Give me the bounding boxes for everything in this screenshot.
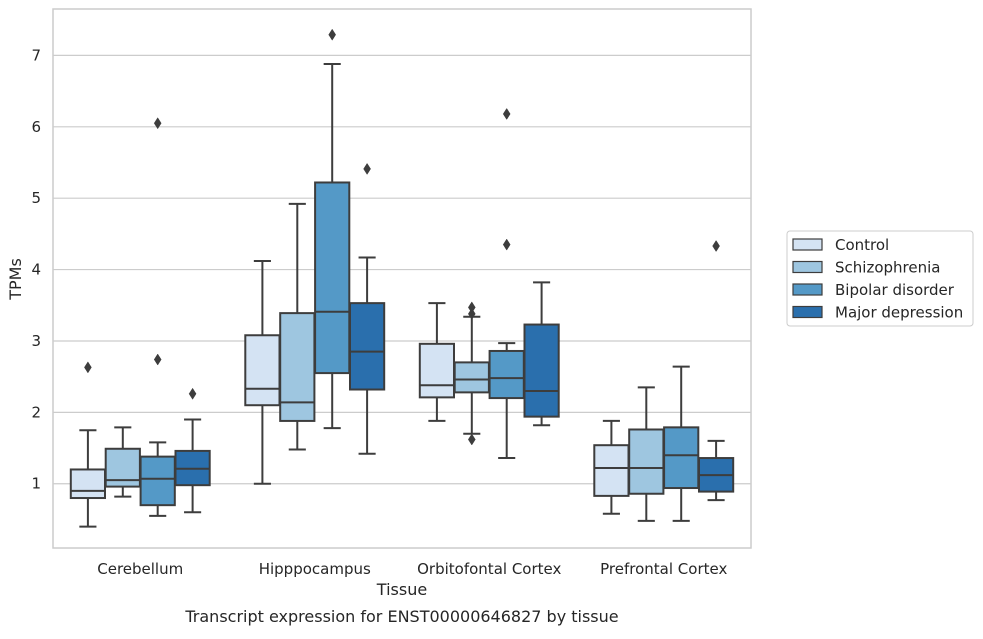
outlier-marker [153,353,162,366]
outlier-marker [712,240,720,252]
legend-swatch [792,283,823,296]
outlier-marker [84,361,92,374]
box-iqr [139,455,176,507]
box-iqr [69,468,107,500]
legend-swatch [792,305,823,319]
box-iqr [453,361,490,394]
box-1-1 [279,202,316,451]
legend-frame [786,230,974,327]
legend: Control Schizophrenia Bipolar disorder Majo… [786,230,974,327]
box-2-3 [523,281,560,427]
y-tick-label: 5 [31,189,41,207]
boxes [69,28,735,528]
x-tick-label: Cerebellum [97,560,183,578]
box-1-3 [348,162,386,455]
box-1-2 [314,28,351,430]
y-tick-label: 4 [31,261,41,279]
legend-label: Control [835,236,889,254]
box-3-2 [663,365,700,522]
box-2-1 [453,301,490,446]
plot-frame [52,8,752,549]
box-iqr [628,428,665,495]
box-iqr [279,312,316,422]
y-axis-title: TPMs [6,258,25,301]
box-iqr [523,323,560,418]
box-0-3 [174,387,211,514]
x-tick-label: Orbitofontal Cortex [417,560,561,578]
outlier-marker [468,433,476,446]
y-tick-label: 1 [31,475,41,493]
outlier-marker [188,387,197,400]
y-tick-label: 3 [31,332,41,350]
x-tick-label: Prefrontal Cortex [600,560,727,578]
outlier-marker [153,117,162,130]
y-tick-label: 7 [31,46,41,64]
x-tick-label: Hipppocampus [259,560,371,578]
outlier-marker [502,107,511,120]
legend-swatch [792,238,823,251]
box-3-3 [697,240,735,502]
box-iqr [348,302,386,391]
box-3-0 [593,419,630,515]
x-axis-title: Tissue [376,580,427,599]
box-1-0 [244,260,281,485]
outlier-marker [502,238,511,251]
outlier-marker [363,162,371,175]
box-iqr [314,181,351,375]
y-tick-label: 2 [31,403,41,421]
outlier-marker [468,307,476,320]
legend-swatch [792,260,823,274]
box-iqr [593,444,630,497]
box-iqr [663,426,700,490]
y-tick-labels: 1 2 3 4 5 6 7 [31,46,41,492]
box-iqr [418,342,456,399]
legend-label: Major depression [835,304,963,322]
box-iqr [244,334,281,407]
box-2-2 [488,107,525,460]
legend-label: Schizophrenia [835,259,940,277]
chart-caption: Transcript expression for ENST0000064682… [184,607,618,626]
x-tick-labels: Cerebellum Hipppocampus Orbitofontal Corte… [97,560,727,578]
y-tick-label: 6 [31,118,41,136]
legend-label: Bipolar disorder [835,281,955,299]
box-iqr [488,349,525,400]
outlier-marker [328,28,336,41]
